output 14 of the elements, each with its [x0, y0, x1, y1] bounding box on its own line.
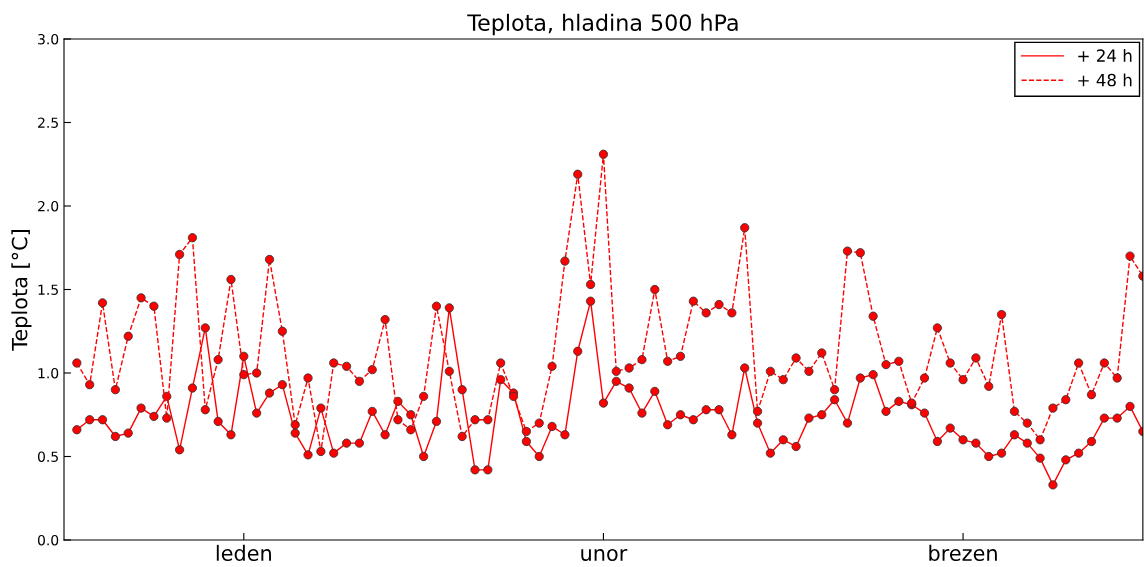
y-tick-label: 0.0 — [37, 534, 59, 546]
x-tick-label: unor — [581, 549, 628, 561]
chart-title: Teplota, hladina 500 hPa — [467, 13, 738, 36]
y-axis-title: Teplota [°C] — [11, 230, 32, 351]
y-tick-label: 0.5 — [37, 451, 58, 462]
y-tick-label: 1.5 — [38, 284, 58, 295]
x-tick-label: leden — [216, 544, 271, 561]
legend-label: + 24 h — [1078, 49, 1132, 62]
x-tick-label: brezen — [929, 544, 997, 561]
y-tick-label: 1.0 — [38, 367, 59, 379]
y-tick-label: 2.5 — [38, 117, 58, 128]
y-tick-label: 3.0 — [38, 33, 59, 45]
legend-label: + 48 h — [1078, 73, 1132, 87]
y-tick-label: 2.0 — [38, 200, 59, 212]
